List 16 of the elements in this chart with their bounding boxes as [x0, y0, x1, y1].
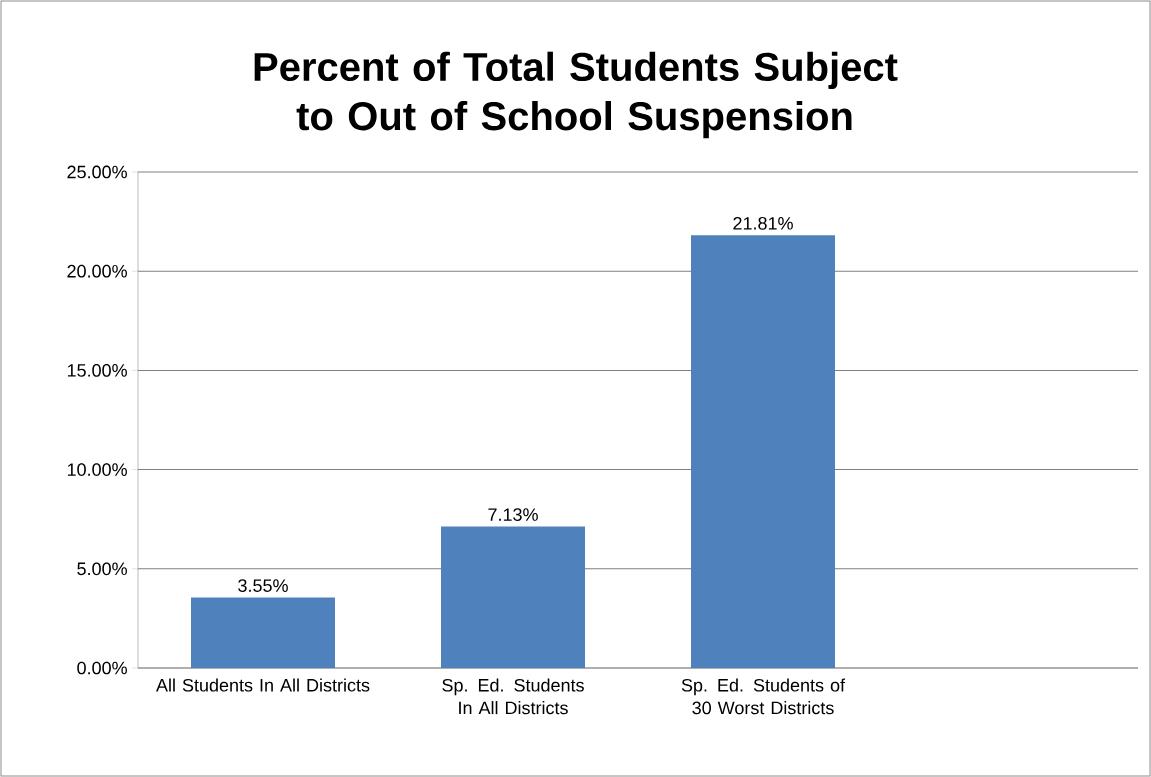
bar: [691, 235, 836, 668]
x-tick-label: Sp. Ed. Students In All Districts: [442, 678, 584, 715]
y-tick-label: 25.00%: [67, 165, 127, 179]
bar: [191, 597, 335, 668]
y-tick-label: 5.00%: [77, 562, 127, 576]
x-tick-label: Sp. Ed. Students of 30 Worst Districts: [681, 678, 846, 715]
y-tick-label: 15.00%: [67, 364, 127, 377]
y-tick-label: 20.00%: [67, 264, 127, 278]
data-label: 21.81%: [733, 216, 793, 230]
x-tick-label: All Students In All Districts: [156, 678, 370, 692]
data-label: 3.55%: [238, 579, 288, 592]
data-label: 7.13%: [488, 508, 538, 521]
bar: [441, 526, 586, 668]
y-tick-label: 0.00%: [77, 661, 127, 675]
chart-title: Percent of Total Students Subject to Out of School Suspension: [254, 51, 898, 139]
y-tick-label: 10.00%: [67, 463, 127, 476]
